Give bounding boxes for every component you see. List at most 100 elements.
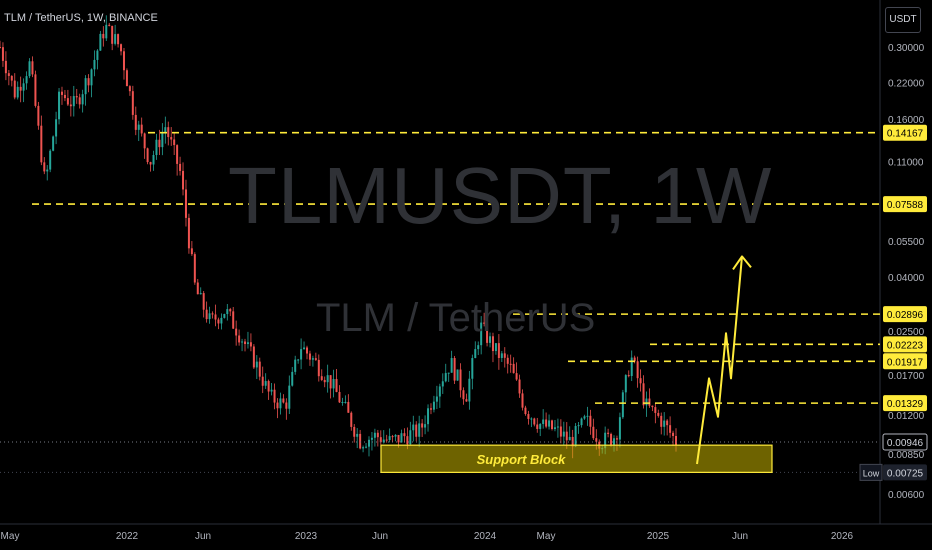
price-tick-label: 0.04000 [888, 273, 925, 284]
level-label: 0.02223 [887, 340, 924, 351]
candle-body [548, 420, 551, 427]
candle-body [379, 437, 382, 443]
candle-body [193, 254, 196, 283]
support-block-label: Support Block [477, 452, 567, 467]
candle-body [152, 155, 155, 165]
candle-body [344, 401, 347, 403]
candle-body [642, 383, 645, 406]
candle-body [81, 94, 84, 105]
candle-body [657, 412, 660, 416]
candle-body [196, 282, 199, 295]
candle-body [367, 439, 370, 447]
candle-body [530, 418, 533, 420]
candle-body [639, 378, 642, 384]
candle-body [338, 391, 341, 403]
low-tag-box [859, 463, 883, 481]
time-tick-label: 2022 [116, 531, 139, 542]
candle-body [25, 76, 28, 84]
candle-body [465, 399, 468, 402]
currency-button[interactable]: USDT [885, 7, 921, 33]
price-tick-label: 0.30000 [888, 43, 925, 54]
candle-body [347, 401, 350, 413]
symbol-info: TLM / TetherUS, 1W, BINANCE [4, 12, 158, 24]
candle-body [202, 293, 205, 310]
watermark-title: TLMUSDT, 1W [228, 151, 773, 240]
candle-body [480, 322, 483, 346]
candle-body [447, 372, 450, 374]
candle-body [170, 137, 173, 140]
watermark-subtitle: TLM / TetherUS [316, 296, 596, 340]
candle-body [158, 139, 161, 148]
candle-body [4, 60, 7, 74]
candle-body [518, 379, 521, 394]
candle-body [415, 424, 418, 437]
candle-body [143, 133, 146, 149]
candle-body [424, 424, 427, 428]
candle-body [63, 94, 66, 99]
candle-body [427, 408, 430, 425]
candle-body [633, 357, 636, 362]
candle-body [385, 439, 388, 441]
candle-body [332, 379, 335, 389]
projection-arrow [696, 256, 743, 465]
candle-body [108, 24, 111, 26]
candle-body [595, 438, 598, 442]
candle-body [90, 69, 93, 86]
candle-body [666, 420, 669, 426]
candle-body [613, 438, 616, 445]
price-tick-label: 0.00850 [888, 450, 925, 461]
candle-body [161, 133, 164, 148]
candle-body [249, 342, 252, 347]
candle-body [246, 342, 249, 345]
candle-body [28, 61, 31, 77]
level-label-box [883, 353, 927, 370]
candle-body [323, 379, 326, 383]
candle-body [114, 34, 117, 44]
candle-body [388, 436, 391, 441]
candle-body [335, 379, 338, 392]
candle-body [34, 74, 37, 106]
candle-body [72, 96, 75, 107]
candle-body [453, 358, 456, 381]
candle-body [545, 419, 548, 427]
candle-body [155, 139, 158, 156]
candle-body [675, 435, 677, 446]
level-label-box [883, 306, 927, 323]
candle-body [491, 336, 494, 352]
level-label: 0.01329 [887, 399, 924, 410]
candle-body [524, 407, 527, 415]
candle-body [252, 346, 255, 368]
candle-body [373, 432, 376, 438]
candle-body [87, 78, 90, 86]
candle-body [556, 426, 559, 428]
candle-body [167, 127, 170, 138]
candle-body [149, 162, 152, 165]
candle-body [273, 389, 276, 403]
candle-body [184, 189, 187, 218]
candle-body [270, 389, 273, 392]
candle-body [238, 335, 241, 343]
candle-body [84, 78, 87, 95]
candle-body [117, 34, 120, 45]
candle-body [654, 407, 657, 413]
candle-body [49, 150, 52, 170]
candle-body [648, 398, 651, 406]
candle-body [663, 420, 666, 427]
candle-body [450, 358, 453, 373]
candle-body [300, 349, 303, 360]
candle-body [125, 70, 128, 87]
candle-body [311, 358, 314, 360]
candle-body [232, 311, 235, 329]
candle-body [220, 317, 223, 324]
candle-body [565, 431, 568, 441]
time-tick-label: 2026 [831, 531, 854, 542]
level-label: 0.14167 [887, 129, 924, 140]
candle-body [624, 375, 627, 393]
candle-body [308, 353, 311, 360]
candle-body [37, 105, 40, 126]
candle-body [69, 104, 72, 107]
candle-body [509, 363, 512, 365]
support-block [380, 444, 773, 473]
time-tick-label: 2023 [295, 531, 318, 542]
